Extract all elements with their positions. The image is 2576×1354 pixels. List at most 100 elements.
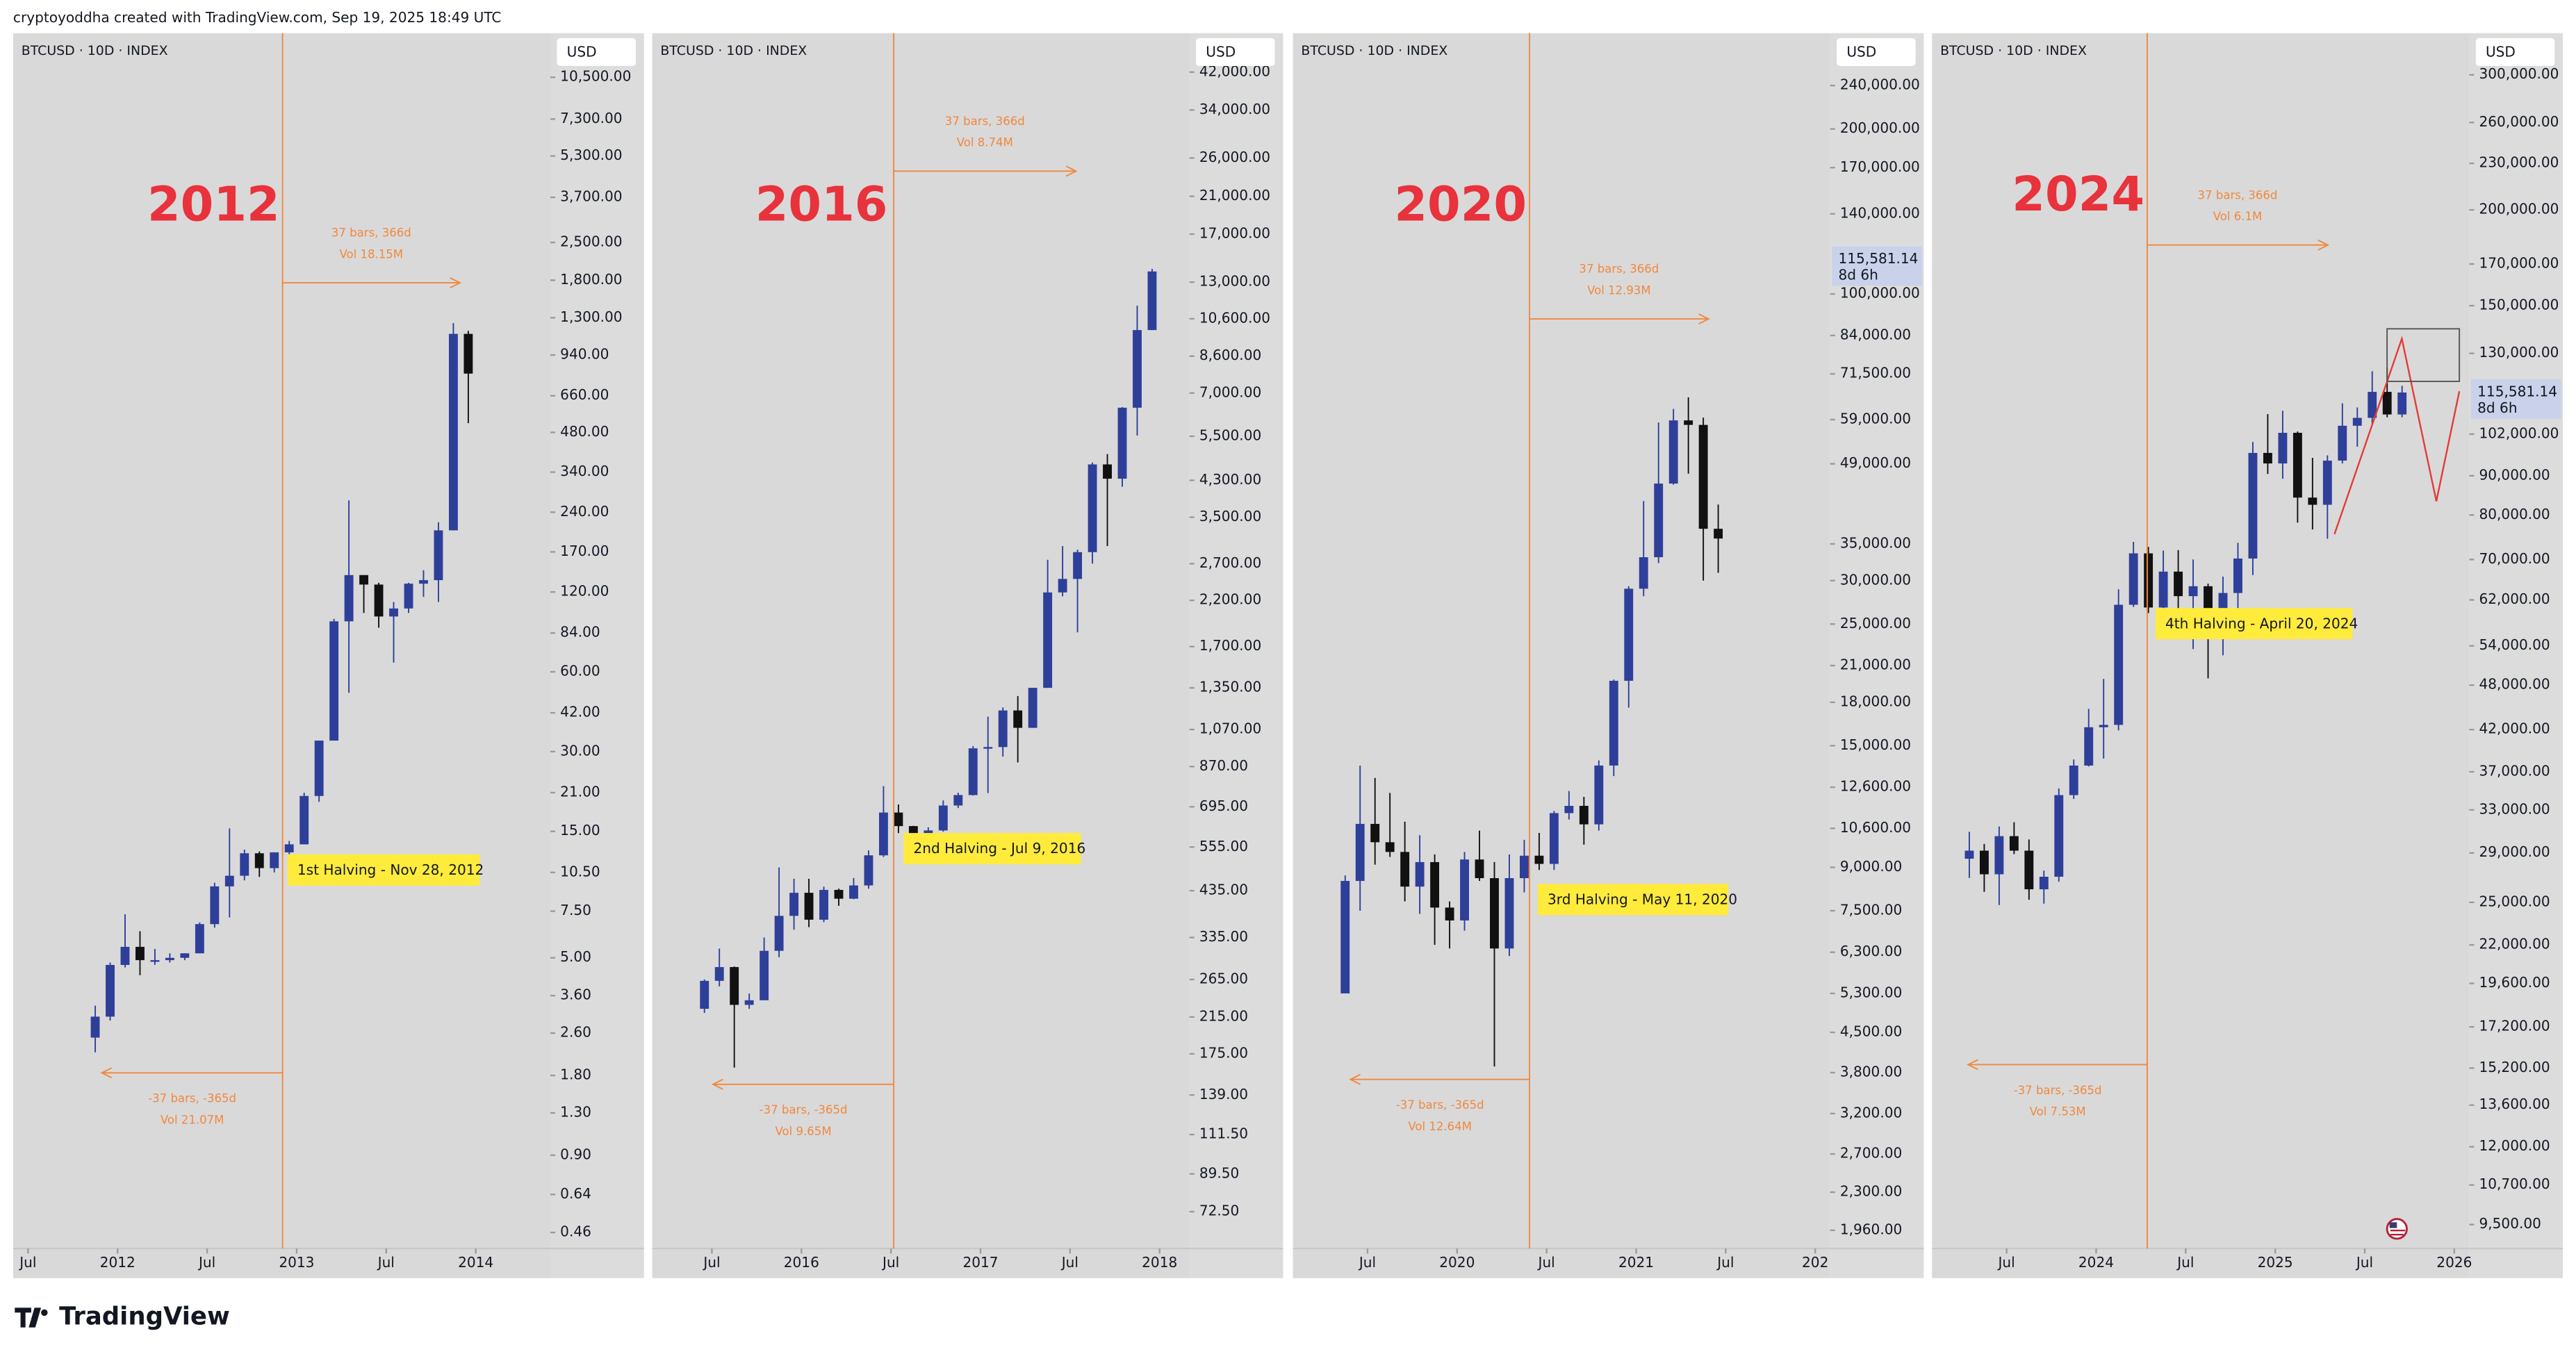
y-tick-label: 100,000.00: [1840, 285, 1920, 302]
chart-panel: 300,000.00 260,000.00 230,000.00 200,000.00…: [1932, 33, 2563, 1278]
candle-body: [2248, 452, 2258, 559]
plot-area: [1293, 33, 1830, 1278]
y-tick-label: 9,000.00: [1840, 858, 1902, 875]
candle-body: [254, 853, 264, 868]
candle-body: [1504, 878, 1514, 949]
candle-body: [2352, 418, 2362, 426]
measure-volume: Vol 12.64M: [1408, 1120, 1472, 1133]
y-tick-label: 139.00: [1199, 1086, 1248, 1103]
candle-body: [2158, 571, 2168, 608]
candle-body: [195, 924, 204, 954]
y-tick-label: 7,300.00: [560, 110, 622, 126]
candle-body: [894, 812, 903, 827]
symbol: BTCUSD · 10D · INDEX: [1301, 43, 1447, 58]
y-tick-label: 26,000.00: [1199, 149, 1270, 165]
plot-area: [652, 33, 1190, 1278]
y-tick-label: 21,000.00: [1840, 657, 1911, 673]
candle-body: [434, 530, 443, 581]
candle-body: [165, 957, 174, 961]
x-tick-label: Jul: [197, 1254, 215, 1271]
candle-body: [1058, 579, 1067, 593]
currency: USD: [1846, 44, 1876, 60]
candle-body: [774, 916, 784, 951]
candle-body: [300, 795, 309, 845]
halving-label-box: [287, 854, 480, 886]
y-tick-label: 0.46: [560, 1223, 591, 1240]
candle-body: [878, 812, 888, 856]
y-tick-label: 2,700.00: [1840, 1145, 1902, 1162]
candle-body: [2292, 433, 2302, 498]
candle-body: [2368, 392, 2377, 418]
y-tick-label: 21.00: [560, 783, 600, 800]
y-tick-label: 10,600.00: [1199, 309, 1270, 326]
candle-body: [329, 621, 339, 741]
currency-box: [2475, 38, 2555, 67]
plot-area: [13, 33, 550, 1278]
candle-body: [804, 893, 814, 920]
candle-body: [1028, 688, 1037, 728]
price-axis: [1830, 33, 1924, 1278]
candle-body: [1073, 552, 1083, 579]
measure-volume: Vol 18.15M: [340, 247, 404, 261]
y-tick-label: 15.00: [560, 822, 600, 839]
candle-body: [2114, 604, 2124, 725]
target-box: [2386, 328, 2461, 382]
x-tick-label: Jul: [2176, 1254, 2194, 1271]
y-tick-label: 84.00: [560, 624, 600, 641]
currency-box: [1196, 38, 1275, 67]
y-tick-label: 7,000.00: [1199, 383, 1261, 400]
candle-body: [2144, 553, 2153, 608]
y-tick-label: 660.00: [560, 386, 609, 403]
candle-body: [1624, 588, 1634, 681]
candle-body: [1147, 271, 1157, 331]
measure-bars: -37 bars, -365d: [760, 1103, 848, 1116]
y-tick-label: 870.00: [1199, 757, 1248, 774]
y-tick-label: 170,000.00: [1840, 158, 1920, 175]
y-tick-label: 30.00: [560, 742, 600, 759]
x-tick-label: Jul: [1060, 1254, 1078, 1271]
measure-bars: 37 bars, 366d: [945, 115, 1025, 128]
candle-body: [1994, 836, 2004, 875]
y-tick-label: 10.50: [560, 863, 600, 880]
halving-label-box: [1537, 884, 1729, 916]
currency: USD: [1206, 44, 1236, 60]
y-tick-label: 170.00: [560, 543, 609, 559]
candle-body: [314, 741, 324, 796]
candle-body: [1103, 464, 1112, 479]
y-tick-label: 37,000.00: [2479, 762, 2550, 779]
y-tick-label: 3,500.00: [1199, 508, 1261, 525]
candle-body: [136, 946, 145, 961]
candle-body: [789, 893, 799, 916]
candle-body: [1639, 557, 1648, 589]
y-tick-label: 21,000.00: [1199, 187, 1270, 204]
candle-body: [1698, 424, 1708, 529]
candle-body: [210, 886, 220, 925]
flag-icon: [2386, 1218, 2408, 1240]
candle-body: [1964, 850, 1974, 859]
candle-body: [2039, 877, 2049, 890]
y-tick-label: 62,000.00: [2479, 591, 2550, 607]
price-axis: [550, 33, 644, 1278]
y-tick-label: 70,000.00: [2479, 550, 2550, 567]
y-tick-label: 3,800.00: [1840, 1063, 1902, 1080]
currency: USD: [567, 44, 597, 60]
y-tick-label: 200,000.00: [2479, 201, 2559, 217]
candle-body: [2009, 836, 2019, 851]
y-tick-label: 0.64: [560, 1185, 591, 1202]
y-tick-label: 80,000.00: [2479, 506, 2550, 522]
measure-volume: Vol 7.53M: [2030, 1105, 2086, 1118]
candle-body: [2024, 850, 2034, 890]
candle-body: [1654, 484, 1664, 558]
y-tick-label: 59,000.00: [1840, 410, 1911, 427]
candle-body: [983, 747, 993, 749]
measure-bars: 37 bars, 366d: [1579, 263, 1659, 276]
candle-body: [1564, 805, 1574, 814]
y-tick-label: 71,500.00: [1840, 365, 1911, 381]
arrow-head: [1065, 165, 1078, 177]
y-tick-label: 42,000.00: [2479, 720, 2550, 737]
candle-body: [1714, 529, 1723, 539]
price-axis: [2469, 33, 2563, 1278]
x-tick-label: Jul: [1537, 1254, 1555, 1271]
y-tick-label: 4,300.00: [1199, 471, 1261, 488]
